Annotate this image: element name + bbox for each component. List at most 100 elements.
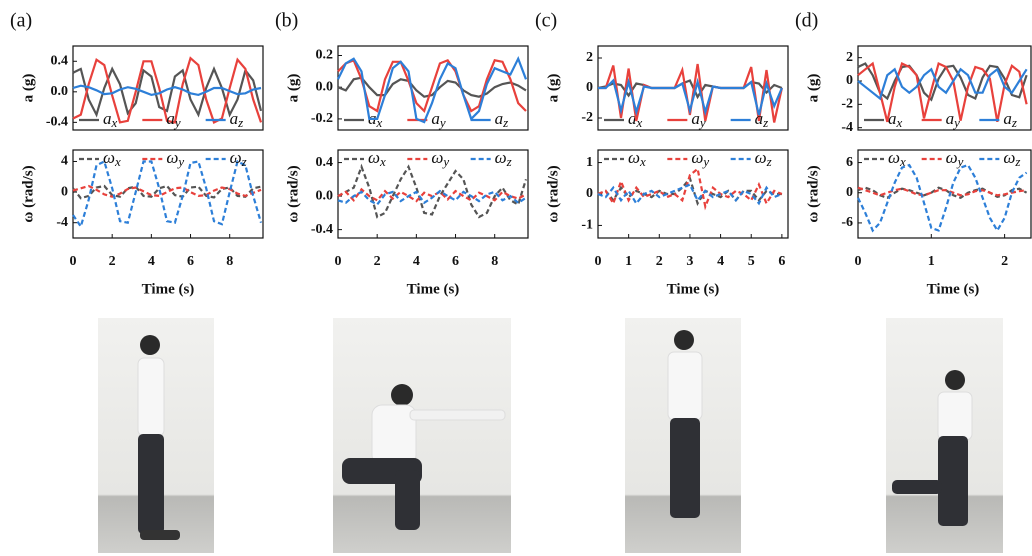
legend-label: az <box>230 109 244 130</box>
data-line <box>338 167 526 217</box>
x-tick-label: 8 <box>226 254 233 269</box>
legend-label: ωz <box>230 148 247 169</box>
y-tick-label: 0 <box>586 186 593 201</box>
y-tick-label: -4 <box>841 120 853 135</box>
x-tick-label: 8 <box>491 254 498 269</box>
legend-label: ωx <box>368 148 386 169</box>
y-tick-label: -0.2 <box>311 111 333 126</box>
x-tick-label: 2 <box>656 254 663 269</box>
photo <box>886 318 1003 553</box>
y-tick-label: 0 <box>846 185 853 200</box>
legend-label: ωy <box>431 148 449 169</box>
x-tick-label: 6 <box>778 254 785 269</box>
y-tick-label: 0 <box>846 73 853 88</box>
data-line <box>598 169 782 207</box>
data-line <box>73 86 261 95</box>
x-tick-label: 0 <box>595 254 602 269</box>
x-tick-label: 6 <box>187 254 194 269</box>
y-tick-label: 0.4 <box>316 155 334 170</box>
x-tick-label: 2 <box>374 254 381 269</box>
y-axis-label: a (g) <box>285 74 301 103</box>
legend-label: az <box>1003 109 1017 130</box>
y-axis-label: a (g) <box>545 74 561 103</box>
x-tick-label: 1 <box>625 254 632 269</box>
y-axis-label: a (g) <box>805 74 821 103</box>
legend-label: ay <box>431 109 446 130</box>
x-tick-label: 5 <box>748 254 755 269</box>
y-tick-label: 6 <box>846 155 853 170</box>
legend-label: ωz <box>495 148 512 169</box>
legend-label: ωx <box>888 148 906 169</box>
subplot: -0.4 0.0 0.4 ax ay az a (g) (a) <box>10 10 263 130</box>
y-tick-label: -2 <box>841 97 853 112</box>
y-axis-label: ω (rad/s) <box>805 165 821 222</box>
x-axis-label: Time (s) <box>407 281 460 297</box>
y-tick-label: -4 <box>56 215 68 230</box>
legend-label: ωz <box>1003 148 1020 169</box>
x-tick-label: 4 <box>717 254 724 269</box>
figure: -0.4 0.0 0.4 ax ay az a (g) (a) -4 0 4 0 2 4 6 8 ωx ωy ωz ω… <box>0 0 1032 556</box>
data-line <box>858 165 1027 230</box>
y-tick-label: 2 <box>846 50 853 65</box>
x-tick-label: 4 <box>148 254 155 269</box>
y-tick-label: -0.4 <box>311 222 333 237</box>
x-axis-label: Time (s) <box>927 281 980 297</box>
x-axis-label: Time (s) <box>142 281 195 297</box>
data-line <box>73 162 261 227</box>
x-tick-label: 1 <box>928 254 935 269</box>
legend-label: ωy <box>946 148 964 169</box>
panel-label: (a) <box>10 10 32 32</box>
y-axis-label: a (g) <box>20 74 36 103</box>
legend-label: ωy <box>691 148 709 169</box>
x-tick-label: 4 <box>413 254 420 269</box>
y-axis-label: ω (rad/s) <box>20 165 36 222</box>
x-tick-label: 0 <box>70 254 77 269</box>
y-tick-label: 0 <box>61 184 68 199</box>
y-axis-label: ω (rad/s) <box>285 165 301 222</box>
x-tick-label: 2 <box>1001 254 1008 269</box>
panel-label: (c) <box>535 10 557 32</box>
y-tick-label: 0.0 <box>316 79 334 94</box>
photo <box>98 318 214 553</box>
data-line <box>338 191 526 204</box>
photo <box>625 318 741 553</box>
subplot: -6 0 6 0 1 2 ωx ωy ωz ω (rad/s) Time (s) <box>805 148 1031 298</box>
y-axis-label: ω (rad/s) <box>545 165 561 222</box>
data-line <box>73 186 261 198</box>
legend-label: ay <box>166 109 181 130</box>
photo <box>333 318 511 553</box>
y-tick-label: -2 <box>581 110 593 125</box>
photos <box>98 318 1003 553</box>
y-tick-label: -6 <box>841 215 853 230</box>
legend-label: ωx <box>628 148 646 169</box>
panel-label: (b) <box>275 10 298 32</box>
y-tick-label: 4 <box>61 154 68 169</box>
y-tick-label: 0.4 <box>51 53 69 68</box>
y-tick-label: 0.0 <box>316 188 334 203</box>
x-tick-label: 6 <box>452 254 459 269</box>
x-tick-label: 2 <box>109 254 116 269</box>
legend-label: ax <box>103 109 118 130</box>
x-axis-label: Time (s) <box>667 281 720 297</box>
x-tick-label: 3 <box>686 254 693 269</box>
y-tick-label: 0.2 <box>316 48 334 63</box>
legend-label: ωz <box>755 148 772 169</box>
subplot: -1 0 1 0 1 2 3 4 5 6 ωx ωy ωz ω (rad/s) Time (s) <box>545 148 788 298</box>
panel-label: (d) <box>795 10 818 32</box>
y-tick-label: -1 <box>581 218 593 233</box>
x-tick-label: 0 <box>855 254 862 269</box>
y-tick-label: 1 <box>586 155 593 170</box>
y-tick-label: 0.0 <box>51 84 69 99</box>
y-tick-label: -0.4 <box>46 115 68 130</box>
subplot: -0.4 0.0 0.4 0 2 4 6 8 ωx ωy ωz ω (rad/s) Time (s) <box>285 148 528 298</box>
x-tick-label: 0 <box>335 254 342 269</box>
legend-label: ωy <box>166 148 184 169</box>
y-tick-label: 0 <box>586 80 593 95</box>
legend-label: az <box>755 109 769 130</box>
y-tick-label: 2 <box>586 50 593 65</box>
legend-label: az <box>495 109 509 130</box>
